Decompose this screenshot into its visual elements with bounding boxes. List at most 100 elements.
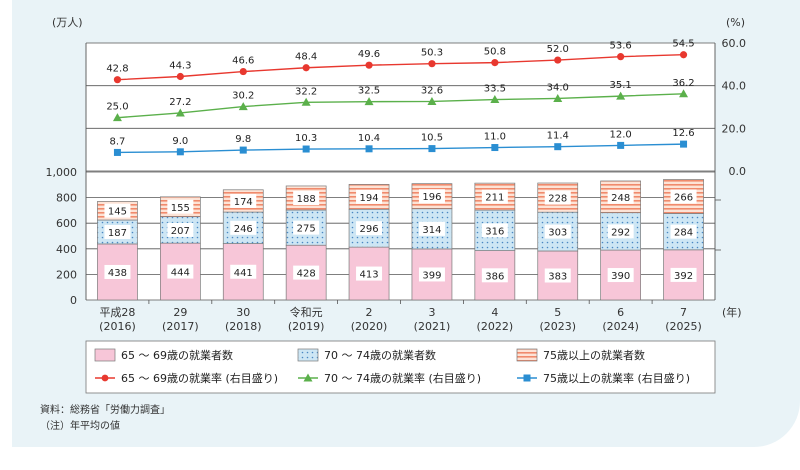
bar-value-label: 399	[422, 270, 441, 281]
x-tick-label-era: 3	[428, 306, 435, 319]
x-tick-label-year: (2022)	[477, 320, 514, 333]
bar-label-bg	[544, 268, 571, 283]
line-point	[112, 113, 122, 122]
left-tick-label: 200	[56, 268, 77, 281]
bar-label-bg	[293, 190, 320, 205]
line-value-label: 32.6	[421, 85, 443, 96]
x-tick-label-year: (2024)	[602, 320, 639, 333]
bar-label-bg	[230, 264, 257, 279]
bar-value-label: 296	[360, 224, 379, 235]
x-tick-label-year: (2016)	[99, 320, 136, 333]
bar-value-label: 207	[171, 226, 190, 237]
bar-value-label: 413	[360, 270, 379, 281]
line-value-label: 46.6	[232, 56, 254, 67]
right-tick-label: 40.0	[722, 80, 747, 93]
left-unit: (万人)	[52, 16, 83, 29]
bar-label-bg	[544, 190, 571, 205]
x-tick-label-era: 令和元	[290, 305, 323, 319]
bar-label-bg	[230, 193, 257, 208]
bar-label-bg	[104, 264, 131, 279]
legend-swatch	[516, 348, 538, 362]
legend-marker	[523, 374, 531, 382]
bar-label-bg	[418, 189, 445, 204]
line-point	[364, 97, 374, 106]
left-tick-label: 1,000	[46, 166, 78, 179]
legend-swatch	[297, 348, 319, 362]
line-value-label: 11.0	[484, 132, 506, 143]
legend-label: 65 ～ 69歳の就業率 (右目盛り)	[121, 371, 278, 385]
bar-label-bg	[104, 203, 131, 218]
bar-value-label: 284	[674, 228, 693, 239]
series-line	[117, 54, 684, 81]
x-tick-label-era: 30	[236, 306, 250, 319]
bar-label-bg	[670, 224, 697, 239]
line-point	[679, 89, 689, 98]
bar-value-label: 188	[297, 194, 316, 205]
line-value-label: 49.6	[358, 49, 380, 60]
line-point	[176, 148, 184, 156]
line-point	[617, 141, 625, 149]
line-point	[365, 145, 373, 153]
line-value-label: 11.4	[547, 131, 569, 142]
line-point	[554, 56, 562, 64]
line-value-label: 52.0	[547, 44, 569, 55]
bar-value-label: 441	[234, 268, 253, 279]
bar-label-bg	[104, 224, 131, 239]
left-tick-label: 400	[56, 243, 77, 256]
x-tick-label-year: (2025)	[665, 320, 702, 333]
legend-swatch	[94, 348, 116, 362]
bar-label-bg	[607, 268, 634, 283]
line-value-label: 33.5	[484, 84, 506, 95]
series-line	[117, 143, 684, 154]
bar-value-label: 155	[171, 203, 190, 214]
line-point	[490, 95, 500, 104]
bar-value-label: 174	[234, 197, 253, 208]
bar-label-bg	[230, 220, 257, 235]
legend-label: 70 ～ 74歳の就業者数	[324, 348, 436, 362]
x-tick-label-era: 6	[617, 306, 624, 319]
line-value-label: 50.3	[421, 48, 443, 59]
bar-value-label: 275	[297, 224, 316, 235]
line-value-label: 10.4	[358, 133, 380, 144]
bar-value-label: 187	[108, 228, 127, 239]
line-point	[680, 140, 688, 148]
line-value-label: 32.5	[358, 86, 380, 97]
bar-value-label: 386	[485, 271, 504, 282]
line-point	[301, 97, 311, 106]
line-point	[428, 145, 436, 153]
bar-value-label: 248	[611, 193, 630, 204]
bar-value-label: 266	[674, 192, 693, 203]
line-point	[679, 51, 688, 59]
line-point	[239, 146, 247, 154]
footnote: （注）年平均の値	[40, 421, 120, 432]
bar-label-bg	[544, 224, 571, 239]
bar-value-label: 383	[548, 271, 567, 282]
line-point	[176, 72, 184, 81]
x-tick-label-era: 2	[366, 306, 373, 319]
bar-label-bg	[356, 221, 383, 236]
bar-value-label: 303	[548, 228, 567, 239]
line-value-label: 44.3	[169, 60, 191, 71]
line-value-label: 36.2	[672, 78, 694, 89]
bar-label-bg	[481, 268, 508, 283]
line-value-label: 10.5	[421, 133, 443, 144]
line-value-label: 54.5	[672, 39, 694, 50]
bar-value-label: 246	[234, 224, 253, 235]
bar-label-bg	[356, 189, 383, 204]
line-value-label: 12.0	[610, 129, 632, 140]
line-value-label: 27.2	[169, 97, 191, 108]
x-tick-label-year: (2020)	[351, 320, 388, 333]
series-line	[117, 93, 684, 119]
legend-label: 65 ～ 69歳の就業者数	[121, 348, 233, 362]
line-point	[427, 96, 437, 105]
left-tick-label: 800	[56, 192, 77, 205]
line-value-label: 25.0	[106, 102, 128, 113]
line-value-label: 35.1	[610, 80, 632, 91]
bar-label-bg	[607, 224, 634, 239]
bar-label-bg	[670, 189, 697, 204]
line-point	[491, 59, 499, 67]
line-point	[239, 67, 247, 76]
x-tick-label-year: (2019)	[288, 320, 325, 333]
bar-label-bg	[167, 222, 194, 237]
line-value-label: 34.0	[547, 82, 569, 93]
